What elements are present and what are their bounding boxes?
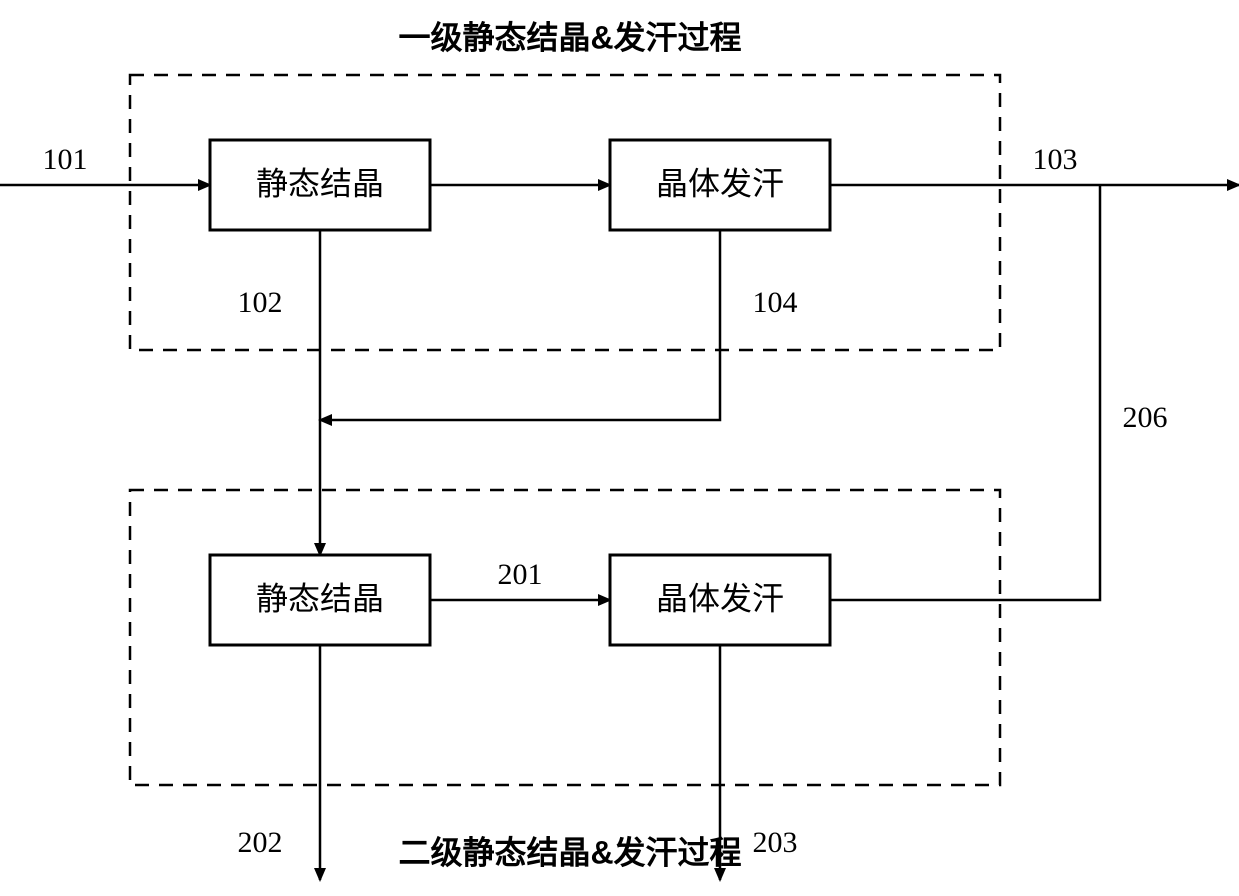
edge-label-e203: 203 bbox=[753, 826, 798, 859]
edge-label-e102: 102 bbox=[238, 286, 283, 319]
node-label-n2a: 静态结晶 bbox=[256, 580, 384, 616]
node-label-n2b: 晶体发汗 bbox=[656, 580, 784, 616]
edge-label-e101: 101 bbox=[43, 143, 88, 176]
stage-title-stage1: 一级静态结晶&发汗过程 bbox=[398, 19, 741, 55]
edge-e206 bbox=[830, 185, 1100, 600]
edge-e104 bbox=[320, 230, 720, 420]
edge-label-e201: 201 bbox=[498, 558, 543, 591]
node-label-n1a: 静态结晶 bbox=[256, 165, 384, 201]
stage-title-stage2: 二级静态结晶&发汗过程 bbox=[398, 834, 741, 870]
edge-label-e206: 206 bbox=[1123, 401, 1168, 434]
edge-label-e103: 103 bbox=[1033, 143, 1078, 176]
edge-label-e104: 104 bbox=[753, 286, 798, 319]
node-label-n1b: 晶体发汗 bbox=[656, 165, 784, 201]
edge-label-e202: 202 bbox=[238, 826, 283, 859]
